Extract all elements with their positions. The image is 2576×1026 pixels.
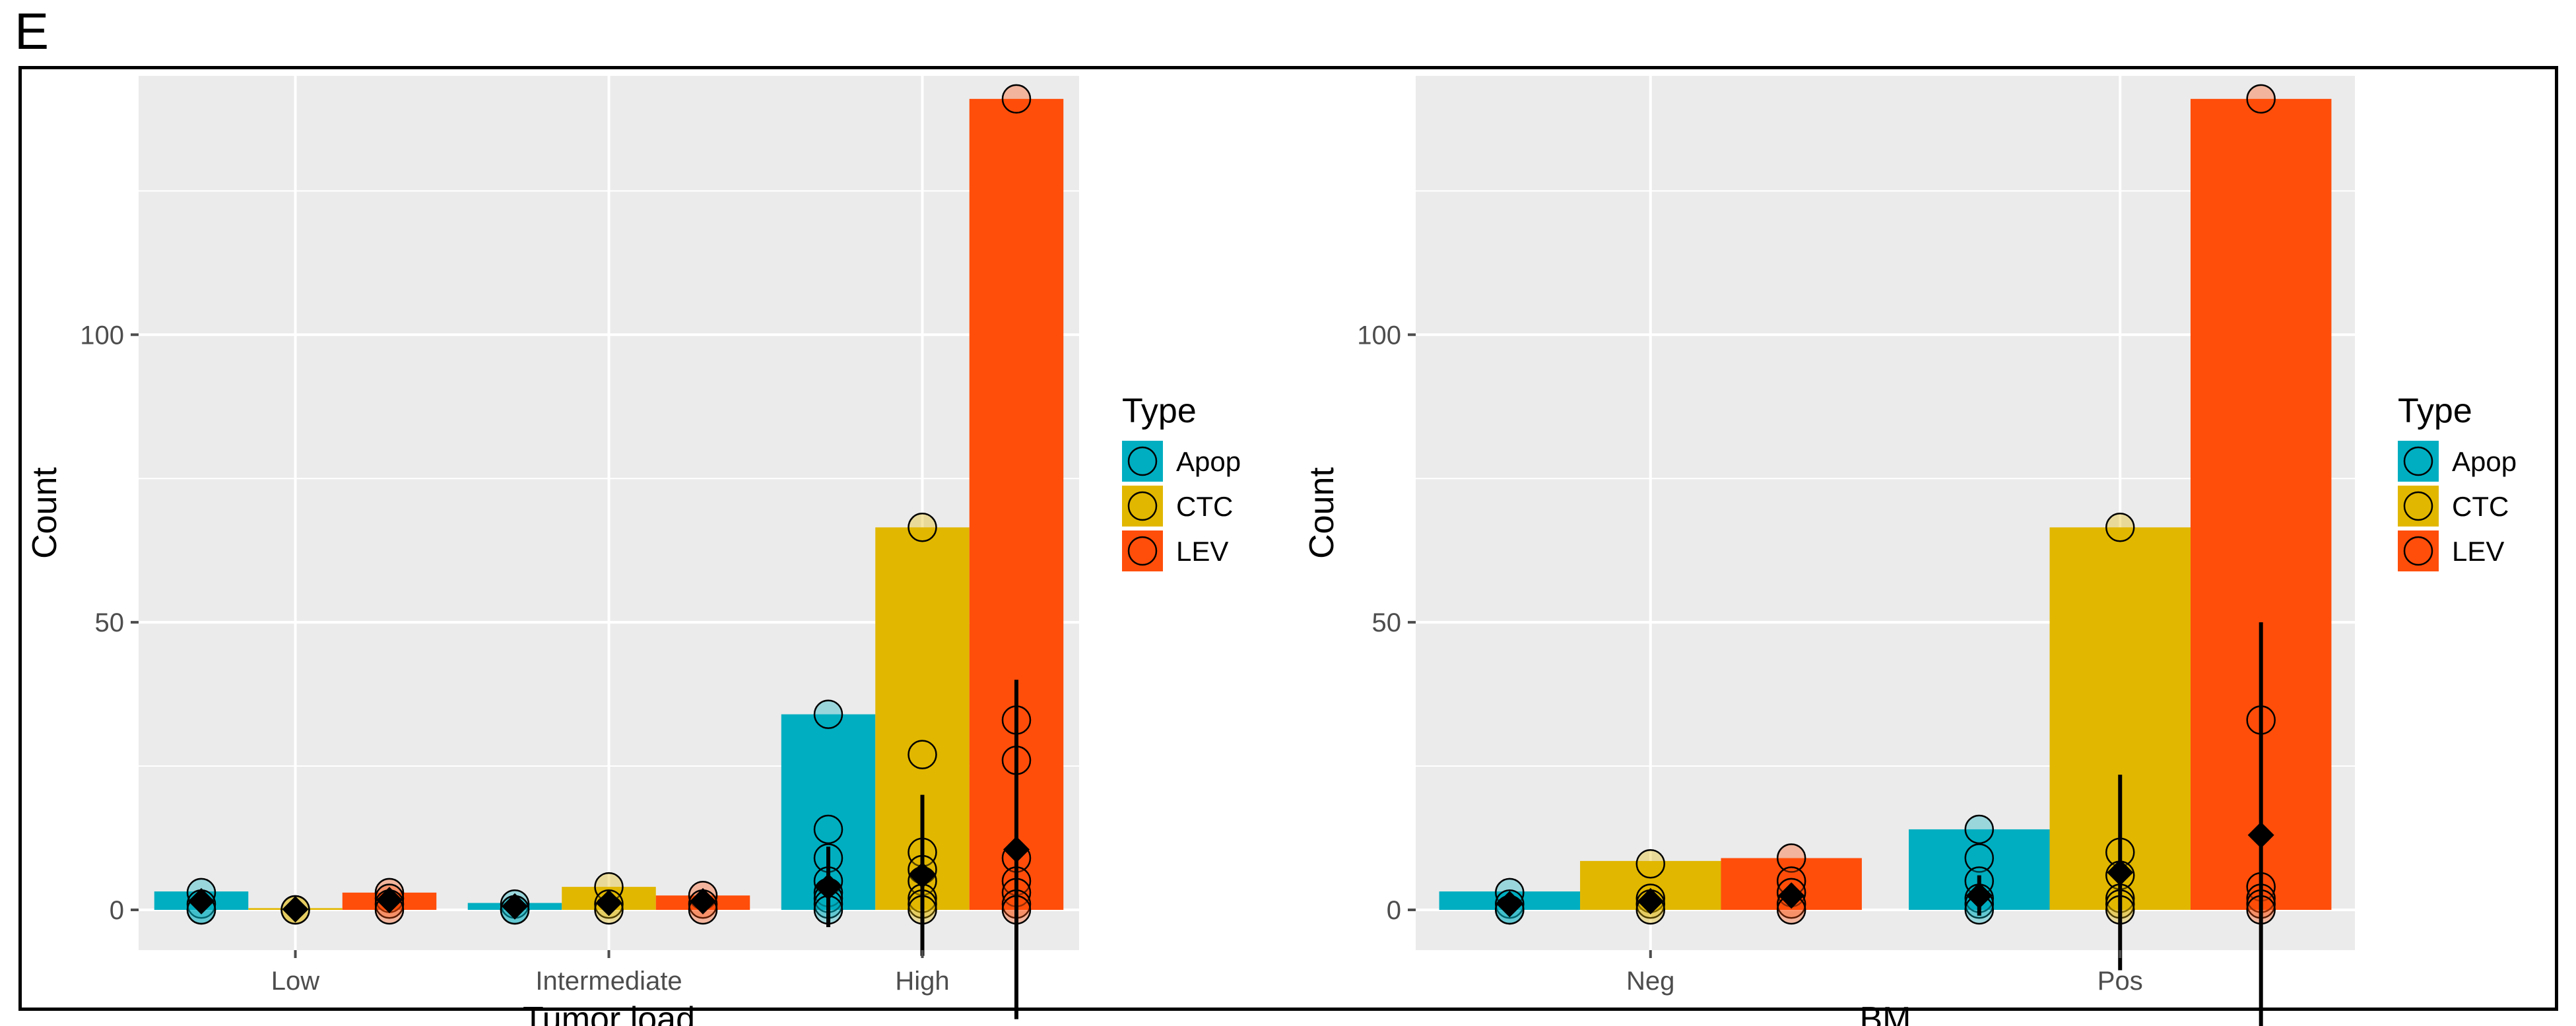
legend-label-ctc: CTC [1176,491,1233,522]
mean-marker [282,896,309,923]
data-point [1964,843,1995,873]
points-ctc-pos [2105,513,2135,971]
chart-1: 0 50 100 Low Intermediate High Tumor load Count… [26,76,1241,1026]
x-tick-label: High [895,967,949,996]
points-ctc-high [908,513,937,956]
data-point [2246,84,2276,114]
y-tick-label: 0 [1387,896,1401,925]
y-axis-title: Count [1303,467,1341,559]
legend-key-point [1127,446,1158,476]
legend-label-lev: LEV [2452,536,2504,567]
data-point [813,699,843,729]
chart-2: 0 50 100 Neg Pos BM Count Type Apop CTC LEV [1303,76,2517,1026]
mean-marker [188,887,215,914]
mean-marker [1637,887,1664,914]
mean-marker [2247,821,2274,849]
y-tick-label: 100 [1357,321,1401,350]
points-ctc-low [281,895,310,925]
mean-marker [909,862,936,889]
x-tick-label: Pos [2097,967,2143,996]
points-apop-intermediate [500,889,530,925]
points-apop-high [813,699,843,928]
legend-key-point [1127,491,1158,521]
mean-marker [595,889,622,916]
legend: Type Apop CTC LEV [2398,392,2517,571]
mean-marker [502,893,528,920]
legend-key-point [2403,536,2433,566]
legend-label-ctc: CTC [2452,491,2509,522]
mean-marker [815,874,842,901]
points-apop-pos [1964,814,1995,925]
x-tick-label: Neg [1626,967,1674,996]
x-axis-title: Tumor load [523,1000,695,1026]
mean-marker [1496,891,1523,918]
legend-label-apop: Apop [1176,446,1241,477]
y-tick-label: 50 [1372,608,1402,637]
y-axis-title: Count [26,467,64,559]
points-apop-low [186,878,216,925]
data-point [1001,84,1032,114]
points-ctc-intermediate [594,872,624,925]
y-tick-label: 50 [95,608,125,637]
data-point [2105,513,2135,542]
mean-marker [376,887,403,914]
points-lev-intermediate [688,880,718,925]
points-lev-high [1001,84,1032,1019]
data-point [1776,843,1806,873]
points-lev-pos [2246,84,2276,1026]
x-tick-label: Low [271,967,319,996]
data-point [813,814,843,845]
x-tick-label: Intermediate [535,967,682,996]
data-point [1964,814,1995,845]
legend-key-point [2403,446,2433,476]
mean-marker [690,887,716,914]
data-point [1635,849,1665,879]
mean-marker [1778,882,1805,909]
y-tick-label: 0 [110,896,124,925]
x-axis-title: BM [1860,1000,1911,1026]
points-ctc-neg [1635,849,1665,925]
mean-marker [2107,859,2134,886]
points-lev-low [374,878,405,925]
y-tick-label: 100 [80,321,124,350]
legend-title: Type [1122,392,1197,430]
data-point [908,740,937,769]
mean-marker [1965,882,1993,909]
mean-marker [1003,836,1030,863]
legend-key-point [2403,491,2433,521]
legend-label-lev: LEV [1176,536,1228,567]
points-apop-neg [1495,878,1525,925]
legend: Type Apop CTC LEV [1122,392,1241,571]
legend-label-apop: Apop [2452,446,2517,477]
panel-letter: E [15,2,50,60]
points-lev-neg [1776,843,1806,925]
legend-key-point [1127,536,1158,566]
figure-frame [18,66,2558,1011]
data-point [908,513,937,542]
legend-title: Type [2398,392,2472,430]
